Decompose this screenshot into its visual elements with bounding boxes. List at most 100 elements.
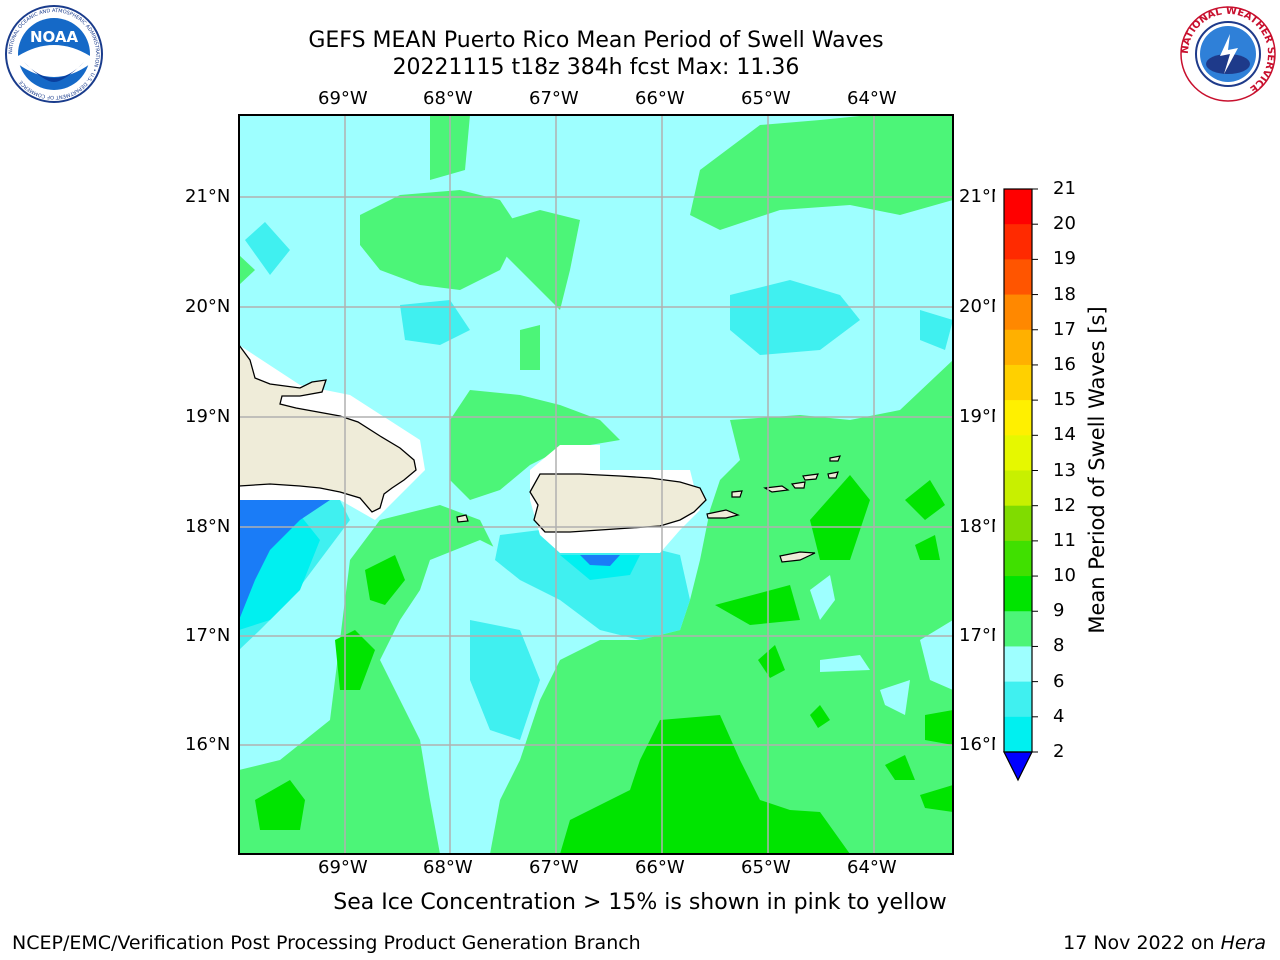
swell-period-field xyxy=(239,115,953,854)
colorbar-segment xyxy=(1004,576,1032,612)
lon-label-bottom-67: 67°W xyxy=(529,857,579,878)
contour-6-8-far-ne xyxy=(920,310,953,350)
contour-10-11-se xyxy=(715,585,800,625)
colorbar-segment xyxy=(1004,505,1032,542)
footer-branch: NCEP/EMC/Verification Post Processing Pr… xyxy=(12,932,641,954)
lat-label-left-16: 16°N xyxy=(185,734,231,755)
land-virgin-gorda xyxy=(827,471,839,479)
contour-10-11-e3 xyxy=(915,535,940,560)
colorbar-tick-label: 2 xyxy=(1053,741,1065,762)
contour-10-11-se2 xyxy=(758,645,785,678)
colorbar-tick-label: 6 xyxy=(1053,670,1065,692)
lat-label-left-17: 17°N xyxy=(185,625,231,646)
colorbar-tick-label: 8 xyxy=(1053,635,1065,657)
land-tortola xyxy=(802,473,819,481)
colorbar-tick-label: 14 xyxy=(1053,424,1076,446)
contour-8-9-far-e xyxy=(920,620,953,690)
contour-2-4-sw xyxy=(239,500,330,620)
footer-host: Hera xyxy=(1220,932,1266,954)
contour-10-11-small xyxy=(810,705,830,728)
colorbar-segment xyxy=(1004,224,1032,260)
colorbar-segment xyxy=(1004,435,1032,471)
lat-label-left-19: 19°N xyxy=(185,406,231,427)
colorbar-segment xyxy=(1004,716,1032,753)
lat-label-right-18: 18°N xyxy=(959,516,1005,537)
lon-label-top-67: 67°W xyxy=(529,88,579,109)
contour-10-11-sw xyxy=(255,780,305,830)
colorbar-tick-label: 20 xyxy=(1053,213,1076,235)
title-line-2: 20221115 t18z 384h fcst Max: 11.36 xyxy=(392,55,800,80)
lat-label-left-18: 18°N xyxy=(185,516,231,537)
land-hispaniola xyxy=(239,343,417,513)
lon-label-bottom-68: 68°W xyxy=(423,857,473,878)
lon-label-top-66: 66°W xyxy=(635,88,685,109)
contour-2-4-s-pr xyxy=(580,555,620,566)
lat-label-left-21: 21°N xyxy=(185,186,231,207)
colorbar-tick-label: 10 xyxy=(1053,565,1076,587)
contour-9-10-ne xyxy=(690,115,953,230)
colorbar-title: Mean Period of Swell Waves [s] xyxy=(1085,306,1109,634)
colorbar-segment xyxy=(1004,611,1032,647)
land-mona-island xyxy=(456,514,469,523)
lat-label-left-20: 20°N xyxy=(185,296,231,317)
colorbar-segment xyxy=(1004,400,1032,436)
nws-logo: NATIONAL WEATHER SERVICE xyxy=(1180,6,1276,102)
contour-6-8-w xyxy=(245,222,290,275)
colorbar-tick-label: 21 xyxy=(1053,178,1076,199)
lon-label-top-65: 65°W xyxy=(741,88,791,109)
colorbar-segment xyxy=(1004,540,1032,577)
contour-10-11-w2 xyxy=(365,555,405,605)
colorbar-segment xyxy=(1004,364,1032,401)
colorbar-bar xyxy=(995,180,1043,790)
land-anegada xyxy=(829,455,841,462)
noaa-logo: NOAA NATIONAL OCEANIC AND ATMOSPHERIC AD… xyxy=(5,5,103,103)
colorbar-tick-label: 9 xyxy=(1053,600,1065,622)
colorbar-tick-label: 13 xyxy=(1053,459,1076,481)
contour-10-11-south xyxy=(560,715,850,854)
contour-6-8-ne xyxy=(730,280,860,355)
contour-10-11-far-se xyxy=(925,710,953,745)
title-line-1: GEFS MEAN Puerto Rico Mean Period of Swe… xyxy=(308,28,884,53)
colorbar-segment xyxy=(1004,329,1032,366)
colorbar-segment xyxy=(1004,470,1032,507)
lat-label-right-16: 16°N xyxy=(959,734,1005,755)
sea-ice-caption: Sea Ice Concentration > 15% is shown in … xyxy=(333,890,947,915)
contour-8-9-e-patch xyxy=(810,575,835,620)
footer-date: 17 Nov 2022 on Hera xyxy=(1063,932,1266,954)
contour-4-6-s-pr xyxy=(560,555,640,580)
lon-label-bottom-65: 65°W xyxy=(741,857,791,878)
lat-label-right-17: 17°N xyxy=(959,625,1005,646)
land-st-thomas xyxy=(763,485,790,493)
colorbar-segment xyxy=(1004,681,1032,718)
colorbar-tick-label: 16 xyxy=(1053,353,1076,375)
contour-10-11-e2 xyxy=(905,480,945,520)
colorbar-segment xyxy=(1004,646,1032,683)
land-st-croix xyxy=(779,551,816,563)
colorbar-segment xyxy=(1004,189,1032,225)
contour-10-11-se3 xyxy=(885,755,915,780)
lat-label-right-21: 21°N xyxy=(959,186,1005,207)
noaa-logo-text: NOAA xyxy=(30,28,79,46)
gridlines xyxy=(239,115,953,854)
contour-8-9-se-patch xyxy=(820,655,870,672)
lon-label-bottom-64: 64°W xyxy=(847,857,897,878)
map-frame xyxy=(238,114,954,855)
lat-label-right-19: 19°N xyxy=(959,406,1005,427)
contour-6-8-n xyxy=(400,300,470,345)
colorbar-tick-label: 18 xyxy=(1053,283,1076,305)
contour-6-8-south-pr xyxy=(495,530,690,640)
colorbar-segment xyxy=(1004,259,1032,296)
colorbar-tick-label: 12 xyxy=(1053,494,1076,516)
colorbar-tick-label: 4 xyxy=(1053,705,1065,727)
contour-10-11-far-se2 xyxy=(920,785,953,812)
contour-8-9-sw xyxy=(239,600,330,760)
lon-label-bottom-66: 66°W xyxy=(635,857,685,878)
land-st-john xyxy=(790,481,806,489)
lon-label-bottom-69: 69°W xyxy=(318,857,368,878)
lat-label-right-20: 20°N xyxy=(959,296,1005,317)
contour-8-9-se-patch-2 xyxy=(880,680,910,715)
contour-10-11-e xyxy=(810,475,870,560)
contour-6-8-mid xyxy=(470,620,540,740)
lon-label-top-64: 64°W xyxy=(847,88,897,109)
